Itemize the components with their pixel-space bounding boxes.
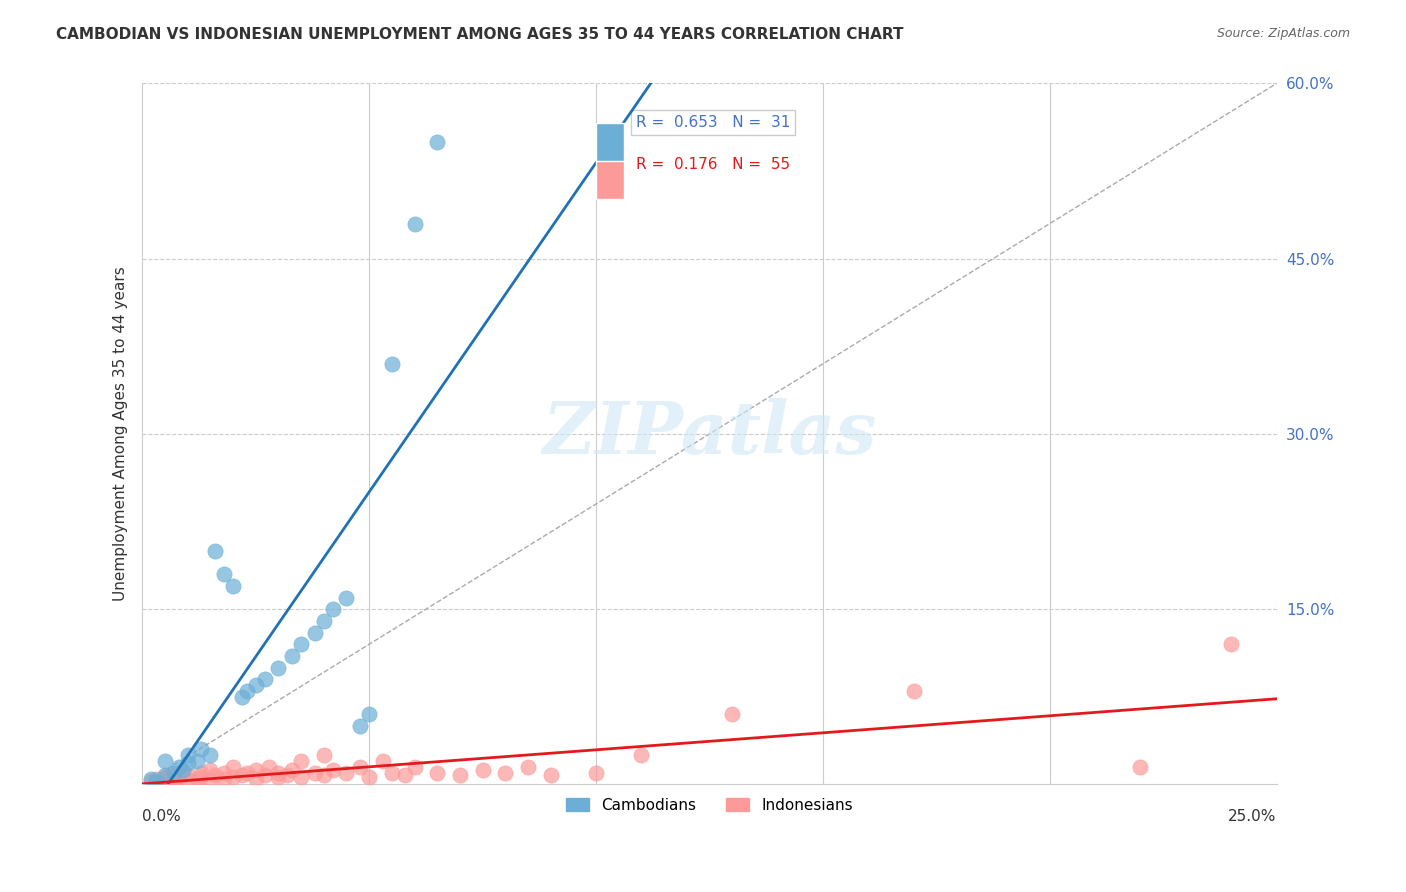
Point [290, 754, 312, 768]
Point [163, 765, 186, 780]
Point [359, 707, 381, 722]
Text: R =  0.653   N =  31: R = 0.653 N = 31 [636, 115, 790, 130]
FancyBboxPatch shape [596, 123, 624, 162]
Point [222, 771, 245, 785]
Point [176, 756, 198, 771]
Point [235, 765, 257, 780]
Point [585, 765, 607, 780]
Point [276, 768, 298, 782]
Text: Source: ZipAtlas.com: Source: ZipAtlas.com [1216, 27, 1350, 40]
Text: ZIPatlas: ZIPatlas [543, 399, 876, 469]
Point [176, 768, 198, 782]
Text: 25.0%: 25.0% [1229, 809, 1277, 824]
Point [304, 625, 326, 640]
Point [540, 768, 562, 782]
Point [172, 769, 194, 783]
Point [186, 754, 208, 768]
Point [426, 765, 449, 780]
Point [245, 772, 267, 786]
Point [235, 684, 257, 698]
Text: 0.0%: 0.0% [142, 809, 181, 824]
Point [176, 748, 198, 763]
Point [494, 765, 516, 780]
Point [167, 760, 190, 774]
Point [1220, 637, 1243, 651]
Point [259, 760, 281, 774]
Point [304, 765, 326, 780]
Point [630, 748, 652, 763]
Point [1129, 760, 1152, 774]
Point [200, 772, 222, 787]
Point [404, 217, 426, 231]
Point [190, 742, 212, 756]
Point [231, 768, 253, 782]
Point [516, 760, 538, 774]
Text: R =  0.176   N =  55: R = 0.176 N = 55 [636, 157, 790, 172]
Point [267, 660, 290, 674]
Point [281, 764, 304, 778]
Point [312, 768, 335, 782]
Point [267, 771, 290, 785]
Point [349, 760, 371, 774]
Point [349, 719, 371, 733]
Point [190, 771, 212, 785]
Point [153, 771, 176, 785]
Point [200, 748, 222, 763]
Point [153, 772, 176, 787]
Point [335, 591, 357, 605]
Point [222, 579, 245, 593]
Point [222, 760, 245, 774]
Point [231, 690, 253, 704]
Point [212, 772, 235, 786]
Point [212, 567, 235, 582]
Point [404, 760, 426, 774]
Point [312, 614, 335, 628]
Point [281, 648, 304, 663]
Point [267, 765, 290, 780]
Point [153, 768, 176, 782]
Point [721, 707, 744, 722]
Point [245, 764, 267, 778]
Y-axis label: Unemployment Among Ages 35 to 44 years: Unemployment Among Ages 35 to 44 years [114, 267, 128, 601]
Point [145, 772, 167, 786]
Point [204, 543, 226, 558]
Point [141, 772, 163, 786]
Point [426, 135, 449, 149]
Point [449, 768, 471, 782]
Text: CAMBODIAN VS INDONESIAN UNEMPLOYMENT AMONG AGES 35 TO 44 YEARS CORRELATION CHART: CAMBODIAN VS INDONESIAN UNEMPLOYMENT AMO… [56, 27, 904, 42]
Point [322, 764, 344, 778]
Point [212, 765, 235, 780]
Point [176, 772, 198, 787]
Point [253, 768, 276, 782]
Point [245, 678, 267, 692]
Point [141, 773, 163, 788]
Point [394, 768, 416, 782]
Point [153, 754, 176, 768]
Point [204, 768, 226, 782]
Point [190, 765, 212, 780]
Point [322, 602, 344, 616]
FancyBboxPatch shape [596, 161, 624, 199]
Point [167, 772, 190, 786]
Point [290, 771, 312, 785]
Point [186, 772, 208, 786]
Point [163, 773, 186, 788]
Point [903, 684, 925, 698]
Point [172, 764, 194, 778]
Point [381, 765, 404, 780]
Point [159, 768, 181, 782]
Legend: Cambodians, Indonesians: Cambodians, Indonesians [560, 791, 859, 819]
Point [145, 773, 167, 788]
Point [359, 771, 381, 785]
Point [471, 764, 494, 778]
Point [371, 754, 394, 768]
Point [200, 764, 222, 778]
Point [335, 765, 357, 780]
Point [381, 357, 404, 371]
Point [253, 673, 276, 687]
Point [312, 748, 335, 763]
Point [290, 637, 312, 651]
